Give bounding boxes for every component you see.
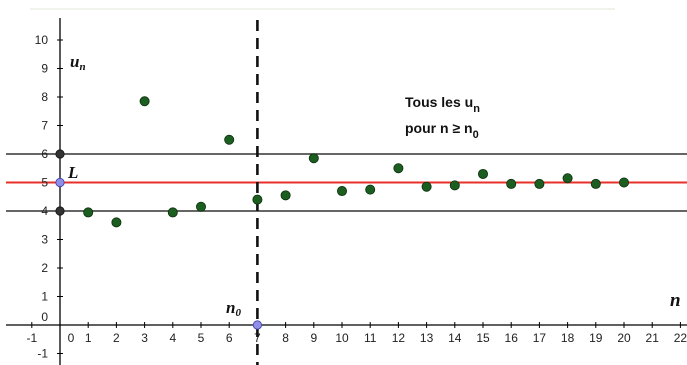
x-tick-label: 12 — [392, 331, 406, 345]
data-point — [449, 180, 460, 191]
y-tick-label: 8 — [41, 90, 48, 104]
axes — [6, 18, 687, 365]
band-axis-point — [55, 149, 65, 159]
tolerance-band — [6, 153, 687, 212]
x-tick-label: 10 — [335, 331, 349, 345]
limit-axis-point — [55, 177, 65, 188]
data-point — [365, 184, 376, 195]
data-point — [421, 181, 432, 192]
data-point — [619, 177, 630, 188]
x-tick-label: 21 — [646, 331, 660, 345]
x-tick-labels: -1 0 1 2 3 4 5 6 7 8 9 10 11 12 13 14 15 16 17 18 19 20 21 22 — [26, 322, 687, 345]
y-axis-label-main: u — [70, 52, 79, 71]
data-points — [83, 96, 630, 228]
x-tick-label: 13 — [420, 331, 434, 345]
x-tick-label: 3 — [141, 331, 148, 345]
x-tick-label: 17 — [533, 331, 547, 345]
x-tick-label: 9 — [310, 331, 317, 345]
data-point — [111, 217, 122, 228]
axis-markers — [55, 149, 262, 330]
data-point — [195, 201, 206, 212]
annotation-line-1-text: Tous les u — [405, 94, 473, 110]
y-tick-label: 5 — [41, 176, 48, 190]
x-tick-label: 5 — [198, 331, 205, 345]
y-tick-label: 3 — [41, 233, 48, 247]
n0-label-sub: 0 — [235, 307, 241, 319]
data-point — [562, 173, 573, 184]
data-point — [280, 190, 291, 201]
y-tick-label: 4 — [41, 204, 48, 218]
annotation-line-1: Tous les un — [405, 94, 480, 115]
y-axis-label-sub: n — [79, 61, 85, 73]
y-tick-label: 6 — [41, 147, 48, 161]
data-point — [534, 178, 545, 189]
data-point — [336, 186, 347, 197]
y-tick-label: 7 — [41, 119, 48, 133]
data-point — [139, 96, 150, 107]
data-point — [252, 194, 263, 205]
annotation-line-2-text: pour n ≥ n — [405, 120, 473, 136]
band-axis-point — [55, 206, 65, 216]
y-tick-label: 10 — [35, 33, 49, 47]
y-tick-label: 9 — [41, 62, 48, 76]
y-tick-label: -1 — [37, 347, 48, 361]
data-point — [83, 207, 94, 218]
x-tick-label: 0 — [68, 331, 75, 345]
x-tick-label: 1 — [85, 331, 92, 345]
limit-label: L — [67, 163, 78, 182]
x-tick-label: 19 — [589, 331, 603, 345]
annotation-line-1-sub: n — [473, 103, 480, 115]
data-point — [224, 134, 235, 145]
x-tick-label: 20 — [617, 331, 631, 345]
data-point — [167, 207, 178, 218]
data-point — [393, 163, 404, 174]
data-point — [308, 153, 319, 164]
y-tick-labels: -1 0 1 2 3 4 5 6 7 8 9 10 — [35, 33, 63, 361]
n0-axis-point — [252, 320, 262, 330]
y-axis-label: un — [70, 52, 86, 73]
x-tick-label: 4 — [169, 331, 176, 345]
data-point — [590, 178, 601, 189]
x-tick-label: 6 — [226, 331, 233, 345]
x-tick-label: 2 — [113, 331, 120, 345]
n0-label-main: n — [226, 298, 235, 317]
n0-label: n0 — [226, 298, 241, 319]
x-tick-label: 22 — [674, 331, 687, 345]
data-point — [506, 178, 517, 189]
annotation-line-2: pour n ≥ n0 — [405, 120, 479, 141]
x-tick-label: 14 — [448, 331, 462, 345]
y-tick-label: 0 — [41, 310, 48, 324]
x-axis-label: n — [670, 290, 681, 311]
x-tick-label: 15 — [476, 331, 490, 345]
x-tick-label: 7 — [254, 331, 261, 345]
annotation-line-2-sub: 0 — [473, 129, 479, 141]
x-tick-label: -1 — [26, 331, 37, 345]
data-point — [477, 168, 488, 179]
y-tick-label: 1 — [41, 290, 48, 304]
x-tick-label: 16 — [505, 331, 519, 345]
x-tick-label: 11 — [364, 331, 377, 345]
y-tick-label: 2 — [41, 261, 48, 275]
x-tick-label: 18 — [561, 331, 575, 345]
x-tick-label: 8 — [282, 331, 289, 345]
